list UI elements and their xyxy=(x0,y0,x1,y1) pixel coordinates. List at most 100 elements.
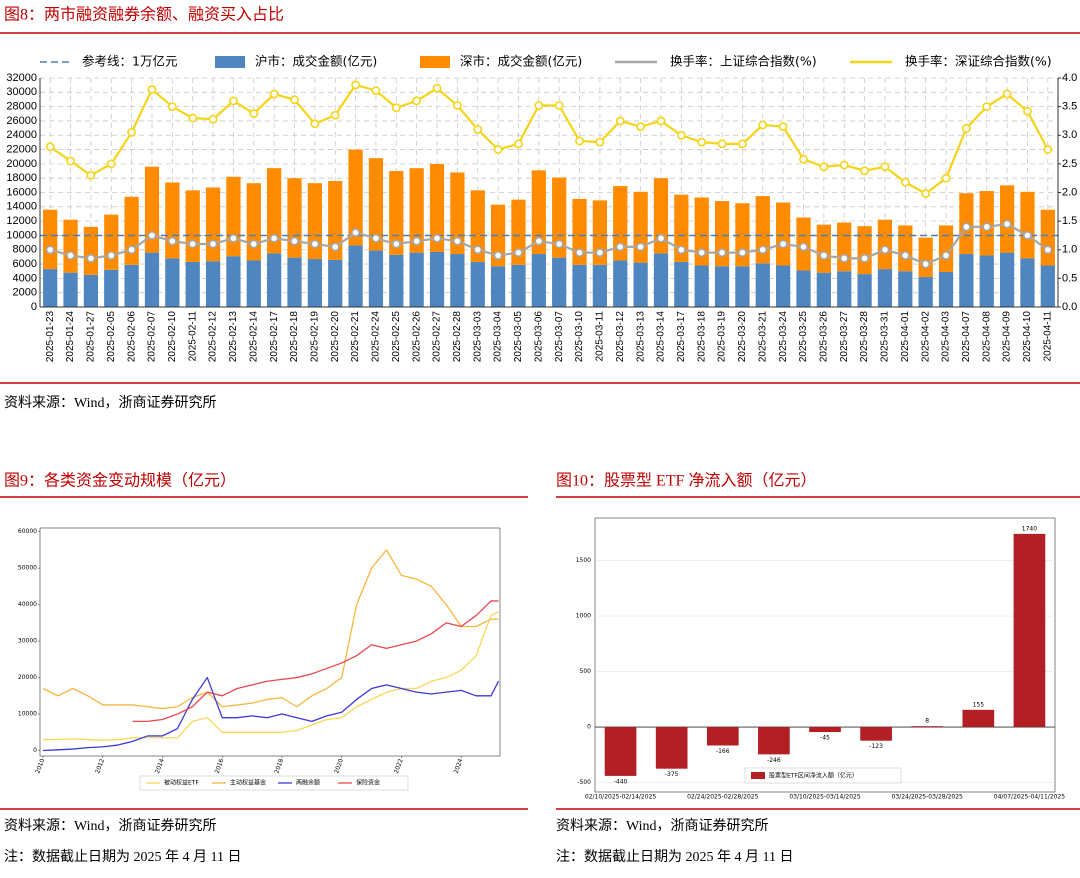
bar xyxy=(776,202,791,266)
bar xyxy=(267,168,282,254)
x-tick-label: 2025-02-26 xyxy=(411,311,422,363)
line-marker xyxy=(452,101,462,110)
plot-frame xyxy=(39,527,501,757)
source: 资料来源：Wind，浙商证券研究所 xyxy=(4,818,217,834)
bar xyxy=(226,176,241,257)
line-marker xyxy=(656,116,666,126)
x-tick-label: 2025-02-28 xyxy=(452,311,463,363)
bar xyxy=(898,271,913,307)
bar xyxy=(409,252,424,307)
line-marker xyxy=(290,95,299,105)
bar xyxy=(911,726,944,728)
line-marker xyxy=(269,233,279,243)
bar xyxy=(938,225,954,272)
bar xyxy=(389,171,404,255)
x-tick-label: 2025-03-17 xyxy=(676,311,687,363)
line-marker xyxy=(371,233,381,243)
bar xyxy=(714,201,730,267)
line-marker xyxy=(595,137,605,147)
line-marker xyxy=(249,109,259,118)
bar xyxy=(63,272,78,307)
line-marker xyxy=(147,231,157,240)
line-marker xyxy=(269,89,279,99)
line-marker xyxy=(412,236,422,246)
line-marker xyxy=(208,239,218,249)
x-tick-label: 2025-02-18 xyxy=(289,311,300,363)
bar xyxy=(287,178,302,258)
line-marker xyxy=(1043,245,1053,255)
bar xyxy=(246,183,261,261)
bar xyxy=(959,254,974,307)
bar xyxy=(857,274,872,307)
bar xyxy=(511,264,526,307)
line-marker xyxy=(941,173,951,183)
bar xyxy=(226,256,241,307)
line-marker xyxy=(1002,89,1012,99)
y2-tick-label: 3.5 xyxy=(1062,101,1077,113)
bar xyxy=(490,266,506,307)
data-label: -246 xyxy=(767,757,781,764)
line-marker xyxy=(330,110,340,120)
y-tick-label: 0 xyxy=(33,747,37,754)
bar xyxy=(185,190,200,262)
x-tick-label: 2025-02-11 xyxy=(187,311,198,362)
line-marker xyxy=(900,177,910,187)
bar xyxy=(63,219,78,273)
data-label: 1740 xyxy=(1022,525,1037,532)
line-series xyxy=(132,600,499,722)
line-marker xyxy=(66,251,75,260)
line-marker xyxy=(697,248,707,258)
line-marker xyxy=(982,222,992,232)
line-marker xyxy=(921,259,931,269)
bar xyxy=(1020,258,1035,307)
y-tick-label: 26000 xyxy=(6,115,37,127)
line-marker xyxy=(758,120,768,130)
x-tick-label: 2025-03-19 xyxy=(717,311,728,363)
bar xyxy=(999,252,1015,307)
x-tick-label: 2025-02-20 xyxy=(330,311,341,363)
x-tick-label: 2025-02-14 xyxy=(248,311,259,363)
bar xyxy=(655,727,688,769)
data-label: -440 xyxy=(614,778,628,785)
bar xyxy=(633,191,648,263)
x-tick-label: 2025-01-27 xyxy=(86,311,97,363)
line-marker xyxy=(778,122,788,132)
line-marker xyxy=(514,248,523,258)
bar xyxy=(348,245,363,307)
line-marker xyxy=(595,248,605,258)
line-marker xyxy=(310,119,320,129)
legend-label: 换手率：上证综合指数(%) xyxy=(670,54,817,69)
bar xyxy=(205,187,221,262)
bar xyxy=(470,261,485,307)
x-tick-label: 2025-02-12 xyxy=(208,311,219,363)
line-marker xyxy=(371,86,381,95)
line-marker xyxy=(676,130,686,140)
source: 资料来源：Wind，浙商证券研究所 xyxy=(4,395,217,411)
bar xyxy=(758,727,790,755)
x-tick-label: 2024 xyxy=(453,758,465,775)
line-marker xyxy=(738,139,747,149)
bar xyxy=(837,271,852,307)
bar xyxy=(185,261,200,307)
y-tick-label: 24000 xyxy=(6,129,37,141)
y-tick-label: 20000 xyxy=(18,674,37,681)
line-marker xyxy=(127,245,137,255)
y2-tick-label: 1.5 xyxy=(1062,215,1077,227)
line-marker xyxy=(432,83,442,93)
bar xyxy=(552,257,567,307)
bar xyxy=(860,727,892,741)
x-tick-label: 2025-02-10 xyxy=(167,311,178,363)
legend-label: 参考线：1万亿元 xyxy=(82,54,177,69)
data-label: 155 xyxy=(973,701,985,708)
bar xyxy=(918,237,933,277)
y-tick-label: 2000 xyxy=(13,287,37,299)
y-tick-label: 12000 xyxy=(6,215,37,227)
bar xyxy=(857,226,872,275)
y-tick-label: 30000 xyxy=(18,638,37,645)
bar xyxy=(43,209,58,270)
line-marker xyxy=(554,239,564,249)
y-tick-label: 0 xyxy=(587,724,591,731)
line-series xyxy=(43,611,499,741)
x-tick-label: 2025-03-06 xyxy=(533,311,544,363)
line-marker xyxy=(351,228,360,237)
